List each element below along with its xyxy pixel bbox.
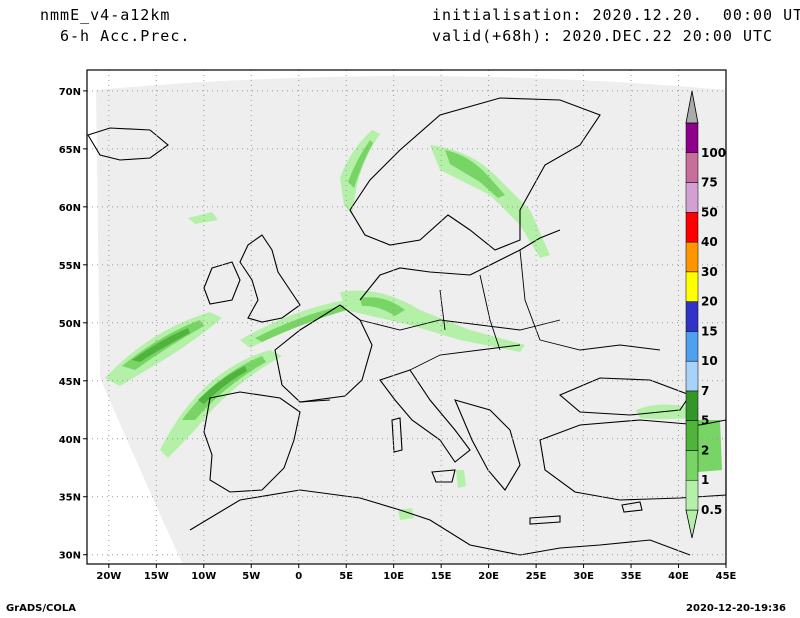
scandinavia-band	[430, 145, 550, 258]
italy-outline	[379, 369, 471, 463]
colorbar-box	[685, 212, 699, 243]
render-timestamp: 2020-12-20-19:36	[686, 603, 786, 614]
colorbar-box	[685, 271, 699, 302]
colorbar-label: 2	[701, 443, 709, 457]
lat-tick-label: 35N	[59, 493, 81, 504]
variable-title: 6-h Acc.Prec.	[60, 27, 191, 45]
atlantic-band-1-max	[132, 328, 190, 362]
colorbar-max-arrow	[685, 90, 699, 124]
north-coast	[359, 267, 471, 301]
software-credit: GrADS/COLA	[6, 603, 76, 614]
lat-tick-label: 55N	[59, 261, 81, 272]
lon-tick-label: 10W	[191, 571, 216, 582]
iceland-outline	[87, 127, 169, 161]
internal-borders	[299, 249, 661, 403]
map-frame	[86, 69, 727, 565]
lon-tick-label: 0	[295, 571, 302, 582]
initialisation-time: initialisation: 2020.12.20. 00:00 UTC	[432, 6, 800, 24]
colorbar-label: 15	[701, 324, 718, 338]
colorbar-label: 100	[701, 146, 726, 160]
africa-coast	[189, 489, 691, 556]
colorbar-box	[685, 331, 699, 362]
colorbar-box	[685, 241, 699, 273]
colorbar-box	[685, 450, 699, 481]
colorbar-box	[685, 420, 699, 451]
colorbar-box	[685, 301, 699, 332]
west-patch	[188, 212, 218, 224]
lon-tick-label: 45E	[716, 571, 737, 582]
colorbar-label: 40	[701, 235, 718, 249]
balkan-patch	[456, 470, 466, 488]
lon-tick-label: 35E	[621, 571, 642, 582]
channel-band-core	[255, 305, 347, 342]
central-europe-core	[360, 297, 405, 316]
scandinavia-core	[445, 150, 505, 198]
lon-tick-label: 15W	[144, 571, 169, 582]
france-outline	[274, 304, 373, 403]
colorbar-box	[685, 182, 699, 213]
colorbar-label: 1	[701, 473, 709, 487]
crete-outline	[529, 515, 561, 525]
lat-tick-label: 60N	[59, 203, 81, 214]
lon-tick-label: 10E	[383, 571, 404, 582]
balkans-outline	[454, 399, 521, 491]
colorbar-box	[685, 479, 699, 511]
colorbar-label: 10	[701, 354, 718, 368]
lon-tick-label: 5W	[242, 571, 260, 582]
colorbar-box	[685, 152, 699, 183]
colorbar-label: 75	[701, 176, 718, 190]
lon-tick-label: 5E	[339, 571, 353, 582]
longitude-axis: 20W 15W 10W 5W 0 5E 10E 15E 20E 25E 30E 35E 40E 45E	[96, 564, 737, 582]
colorbar-label: 7	[701, 384, 709, 398]
lat-tick-label: 65N	[59, 145, 81, 156]
model-title: nmmE_v4-a12km	[40, 6, 171, 24]
lat-tick-label: 30N	[59, 551, 81, 562]
lat-tick-label: 50N	[59, 319, 81, 330]
lon-tick-label: 40E	[668, 571, 689, 582]
lat-tick-label: 40N	[59, 435, 81, 446]
sardinia-outline	[391, 417, 403, 453]
lon-tick-label: 20W	[96, 571, 121, 582]
iberia-outline	[203, 391, 301, 493]
norway-band-2	[348, 140, 373, 188]
norway-band	[340, 130, 380, 215]
scandinavia-outline	[349, 97, 601, 251]
colorbar-label: 20	[701, 295, 718, 309]
sicily-outline	[431, 469, 456, 483]
lon-tick-label: 25E	[526, 571, 547, 582]
colorbar: 0.5 1 2 5 7 10 15 20 30 40 50 75 100	[685, 90, 726, 539]
black-sea-outline	[558, 377, 691, 416]
valid-time: valid(+68h): 2020.DEC.22 20:00 UTC	[432, 27, 774, 45]
atlantic-band-2	[160, 350, 282, 458]
lon-tick-label: 15E	[431, 571, 452, 582]
great-britain-outline	[239, 234, 301, 323]
lon-tick-label: 20E	[478, 571, 499, 582]
lat-tick-label: 70N	[59, 87, 81, 98]
lat-tick-label: 45N	[59, 377, 81, 388]
colorbar-label: 50	[701, 205, 718, 219]
colorbar-box	[685, 122, 699, 154]
colorbar-box	[685, 360, 699, 392]
atlantic-band-2-max	[198, 366, 247, 404]
colorbar-box	[685, 390, 699, 421]
colorbar-label: 30	[701, 265, 718, 279]
ireland-outline	[203, 261, 241, 305]
cyprus-outline	[621, 501, 643, 513]
lon-tick-label: 30E	[573, 571, 594, 582]
latitude-axis: 70N 65N 60N 55N 50N 45N 40N 35N 30N	[59, 87, 87, 562]
coastlines	[87, 97, 727, 556]
colorbar-label: 5	[701, 414, 709, 428]
colorbar-label: 0.5	[701, 503, 722, 517]
